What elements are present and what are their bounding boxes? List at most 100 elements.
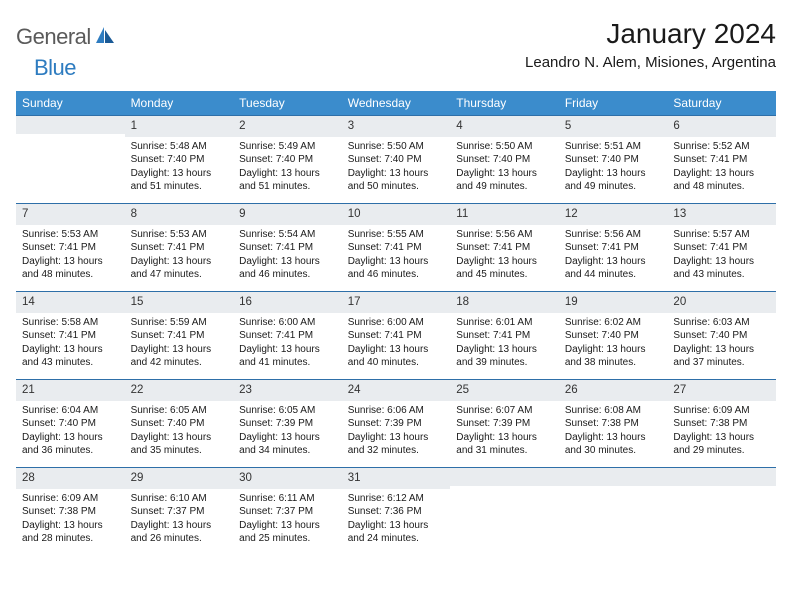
- day-number: 26: [559, 380, 668, 401]
- sunrise-text: Sunrise: 6:05 AM: [131, 404, 228, 418]
- day-info: Sunrise: 5:50 AMSunset: 7:40 PMDaylight:…: [342, 137, 451, 200]
- sunrise-text: Sunrise: 5:58 AM: [22, 316, 119, 330]
- calendar-cell: 6Sunrise: 5:52 AMSunset: 7:41 PMDaylight…: [667, 115, 776, 203]
- day-number: 12: [559, 204, 668, 225]
- daylight-text: Daylight: 13 hours and 45 minutes.: [456, 255, 553, 282]
- sunset-text: Sunset: 7:41 PM: [239, 241, 336, 255]
- sunset-text: Sunset: 7:41 PM: [348, 329, 445, 343]
- calendar-cell: 22Sunrise: 6:05 AMSunset: 7:40 PMDayligh…: [125, 379, 234, 467]
- day-number: 16: [233, 292, 342, 313]
- day-number: 1: [125, 116, 234, 137]
- sunrise-text: Sunrise: 6:06 AM: [348, 404, 445, 418]
- sunset-text: Sunset: 7:37 PM: [239, 505, 336, 519]
- calendar-cell: 17Sunrise: 6:00 AMSunset: 7:41 PMDayligh…: [342, 291, 451, 379]
- day-info: Sunrise: 6:05 AMSunset: 7:40 PMDaylight:…: [125, 401, 234, 464]
- sunset-text: Sunset: 7:41 PM: [673, 153, 770, 167]
- calendar-cell: 5Sunrise: 5:51 AMSunset: 7:40 PMDaylight…: [559, 115, 668, 203]
- day-number: 20: [667, 292, 776, 313]
- day-number: 10: [342, 204, 451, 225]
- day-number: 11: [450, 204, 559, 225]
- sunset-text: Sunset: 7:41 PM: [22, 329, 119, 343]
- sunset-text: Sunset: 7:39 PM: [239, 417, 336, 431]
- sunset-text: Sunset: 7:40 PM: [456, 153, 553, 167]
- logo-text-blue: Blue: [34, 55, 76, 81]
- sunset-text: Sunset: 7:41 PM: [22, 241, 119, 255]
- sunrise-text: Sunrise: 6:00 AM: [239, 316, 336, 330]
- day-number: 6: [667, 116, 776, 137]
- sunrise-text: Sunrise: 5:54 AM: [239, 228, 336, 242]
- calendar-cell: 30Sunrise: 6:11 AMSunset: 7:37 PMDayligh…: [233, 467, 342, 555]
- sunrise-text: Sunrise: 6:12 AM: [348, 492, 445, 506]
- logo-text-general: General: [16, 24, 91, 50]
- sunset-text: Sunset: 7:41 PM: [565, 241, 662, 255]
- sunrise-text: Sunrise: 5:59 AM: [131, 316, 228, 330]
- daylight-text: Daylight: 13 hours and 44 minutes.: [565, 255, 662, 282]
- day-number: 3: [342, 116, 451, 137]
- sunset-text: Sunset: 7:41 PM: [131, 329, 228, 343]
- calendar-cell: [667, 467, 776, 555]
- calendar-cell: 24Sunrise: 6:06 AMSunset: 7:39 PMDayligh…: [342, 379, 451, 467]
- day-info: Sunrise: 6:03 AMSunset: 7:40 PMDaylight:…: [667, 313, 776, 376]
- day-number: 15: [125, 292, 234, 313]
- day-info: Sunrise: 6:09 AMSunset: 7:38 PMDaylight:…: [16, 489, 125, 552]
- day-number: 31: [342, 468, 451, 489]
- day-number: 8: [125, 204, 234, 225]
- daylight-text: Daylight: 13 hours and 49 minutes.: [456, 167, 553, 194]
- day-info: Sunrise: 6:01 AMSunset: 7:41 PMDaylight:…: [450, 313, 559, 376]
- sunset-text: Sunset: 7:40 PM: [239, 153, 336, 167]
- calendar-cell: [450, 467, 559, 555]
- day-info: Sunrise: 6:00 AMSunset: 7:41 PMDaylight:…: [233, 313, 342, 376]
- daylight-text: Daylight: 13 hours and 40 minutes.: [348, 343, 445, 370]
- calendar-cell: 18Sunrise: 6:01 AMSunset: 7:41 PMDayligh…: [450, 291, 559, 379]
- sunrise-text: Sunrise: 5:56 AM: [565, 228, 662, 242]
- day-number: 28: [16, 468, 125, 489]
- daylight-text: Daylight: 13 hours and 26 minutes.: [131, 519, 228, 546]
- calendar-cell: 29Sunrise: 6:10 AMSunset: 7:37 PMDayligh…: [125, 467, 234, 555]
- day-info: Sunrise: 5:50 AMSunset: 7:40 PMDaylight:…: [450, 137, 559, 200]
- daylight-text: Daylight: 13 hours and 50 minutes.: [348, 167, 445, 194]
- calendar-cell: 19Sunrise: 6:02 AMSunset: 7:40 PMDayligh…: [559, 291, 668, 379]
- day-number: 29: [125, 468, 234, 489]
- sunrise-text: Sunrise: 6:09 AM: [673, 404, 770, 418]
- sunset-text: Sunset: 7:38 PM: [22, 505, 119, 519]
- day-info: Sunrise: 5:56 AMSunset: 7:41 PMDaylight:…: [450, 225, 559, 288]
- sunrise-text: Sunrise: 5:56 AM: [456, 228, 553, 242]
- calendar-cell: 7Sunrise: 5:53 AMSunset: 7:41 PMDaylight…: [16, 203, 125, 291]
- day-info: Sunrise: 5:55 AMSunset: 7:41 PMDaylight:…: [342, 225, 451, 288]
- day-number: 14: [16, 292, 125, 313]
- weekday-header: Monday: [125, 91, 234, 115]
- calendar-cell: 3Sunrise: 5:50 AMSunset: 7:40 PMDaylight…: [342, 115, 451, 203]
- day-info: Sunrise: 5:53 AMSunset: 7:41 PMDaylight:…: [16, 225, 125, 288]
- sunset-text: Sunset: 7:40 PM: [565, 153, 662, 167]
- day-info: Sunrise: 5:54 AMSunset: 7:41 PMDaylight:…: [233, 225, 342, 288]
- calendar-cell: 27Sunrise: 6:09 AMSunset: 7:38 PMDayligh…: [667, 379, 776, 467]
- sunrise-text: Sunrise: 5:53 AM: [22, 228, 119, 242]
- day-number: 5: [559, 116, 668, 137]
- calendar-cell: 28Sunrise: 6:09 AMSunset: 7:38 PMDayligh…: [16, 467, 125, 555]
- calendar-cell: 15Sunrise: 5:59 AMSunset: 7:41 PMDayligh…: [125, 291, 234, 379]
- daylight-text: Daylight: 13 hours and 35 minutes.: [131, 431, 228, 458]
- daylight-text: Daylight: 13 hours and 43 minutes.: [22, 343, 119, 370]
- sunrise-text: Sunrise: 6:09 AM: [22, 492, 119, 506]
- sunset-text: Sunset: 7:40 PM: [348, 153, 445, 167]
- month-title: January 2024: [525, 18, 776, 50]
- daylight-text: Daylight: 13 hours and 51 minutes.: [239, 167, 336, 194]
- weekday-header: Thursday: [450, 91, 559, 115]
- logo-sail-icon: [94, 25, 116, 50]
- sunrise-text: Sunrise: 5:50 AM: [456, 140, 553, 154]
- daylight-text: Daylight: 13 hours and 30 minutes.: [565, 431, 662, 458]
- sunrise-text: Sunrise: 6:00 AM: [348, 316, 445, 330]
- sunrise-text: Sunrise: 5:49 AM: [239, 140, 336, 154]
- day-info: Sunrise: 5:52 AMSunset: 7:41 PMDaylight:…: [667, 137, 776, 200]
- day-info: Sunrise: 6:07 AMSunset: 7:39 PMDaylight:…: [450, 401, 559, 464]
- day-number: [667, 468, 776, 486]
- sunrise-text: Sunrise: 6:01 AM: [456, 316, 553, 330]
- calendar-cell: 13Sunrise: 5:57 AMSunset: 7:41 PMDayligh…: [667, 203, 776, 291]
- daylight-text: Daylight: 13 hours and 28 minutes.: [22, 519, 119, 546]
- sunset-text: Sunset: 7:40 PM: [131, 153, 228, 167]
- calendar-cell: 25Sunrise: 6:07 AMSunset: 7:39 PMDayligh…: [450, 379, 559, 467]
- sunrise-text: Sunrise: 5:50 AM: [348, 140, 445, 154]
- daylight-text: Daylight: 13 hours and 32 minutes.: [348, 431, 445, 458]
- day-number: 9: [233, 204, 342, 225]
- sunset-text: Sunset: 7:39 PM: [456, 417, 553, 431]
